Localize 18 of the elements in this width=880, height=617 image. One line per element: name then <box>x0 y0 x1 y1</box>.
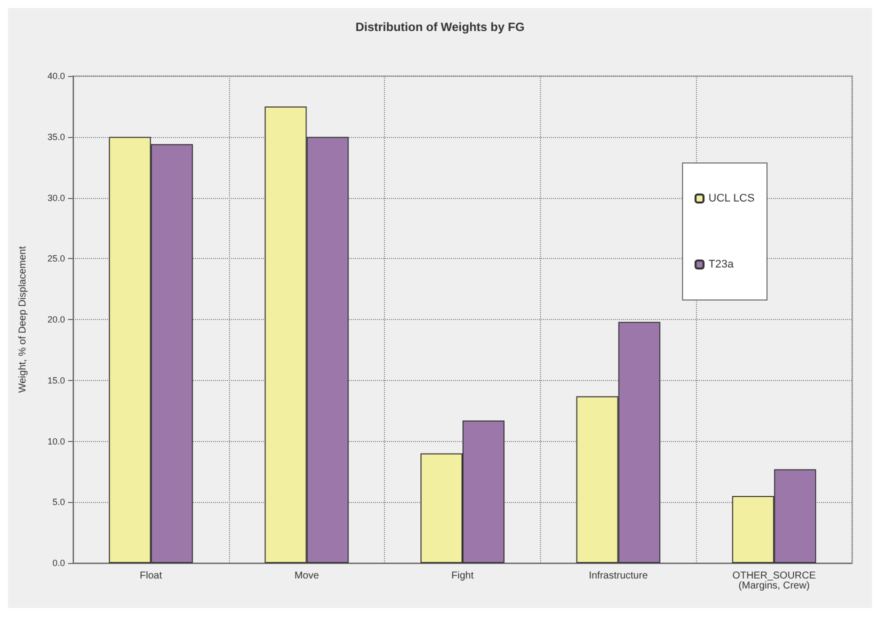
y-tick-label: 25.0 <box>47 254 65 264</box>
y-tick-label: 35.0 <box>47 132 65 142</box>
y-axis-title: Weight, % of Deep Displacement <box>18 246 28 393</box>
y-tick-label: 10.0 <box>47 436 65 446</box>
y-tick-label: 20.0 <box>47 314 65 324</box>
x-tick-label: Move <box>294 570 320 582</box>
y-tick-label: 0.0 <box>52 558 65 568</box>
legend-label: T23a <box>708 258 734 270</box>
x-tick-label: OTHER_SOURCE (Margins, Crew) <box>732 570 816 592</box>
y-tick-label: 30.0 <box>47 192 65 203</box>
y-tick-label: 15.0 <box>47 375 65 386</box>
x-tick-label: Float <box>140 570 162 582</box>
chart-title: Distribution of Weights by FG <box>355 20 525 34</box>
x-tick-label: Fight <box>451 570 474 582</box>
y-tick-label: 40.0 <box>47 71 65 81</box>
x-tick-label: Infrastructure <box>588 570 648 582</box>
legend-label: UCL LCS <box>708 192 755 204</box>
y-tick-label: 5.0 <box>52 497 65 508</box>
